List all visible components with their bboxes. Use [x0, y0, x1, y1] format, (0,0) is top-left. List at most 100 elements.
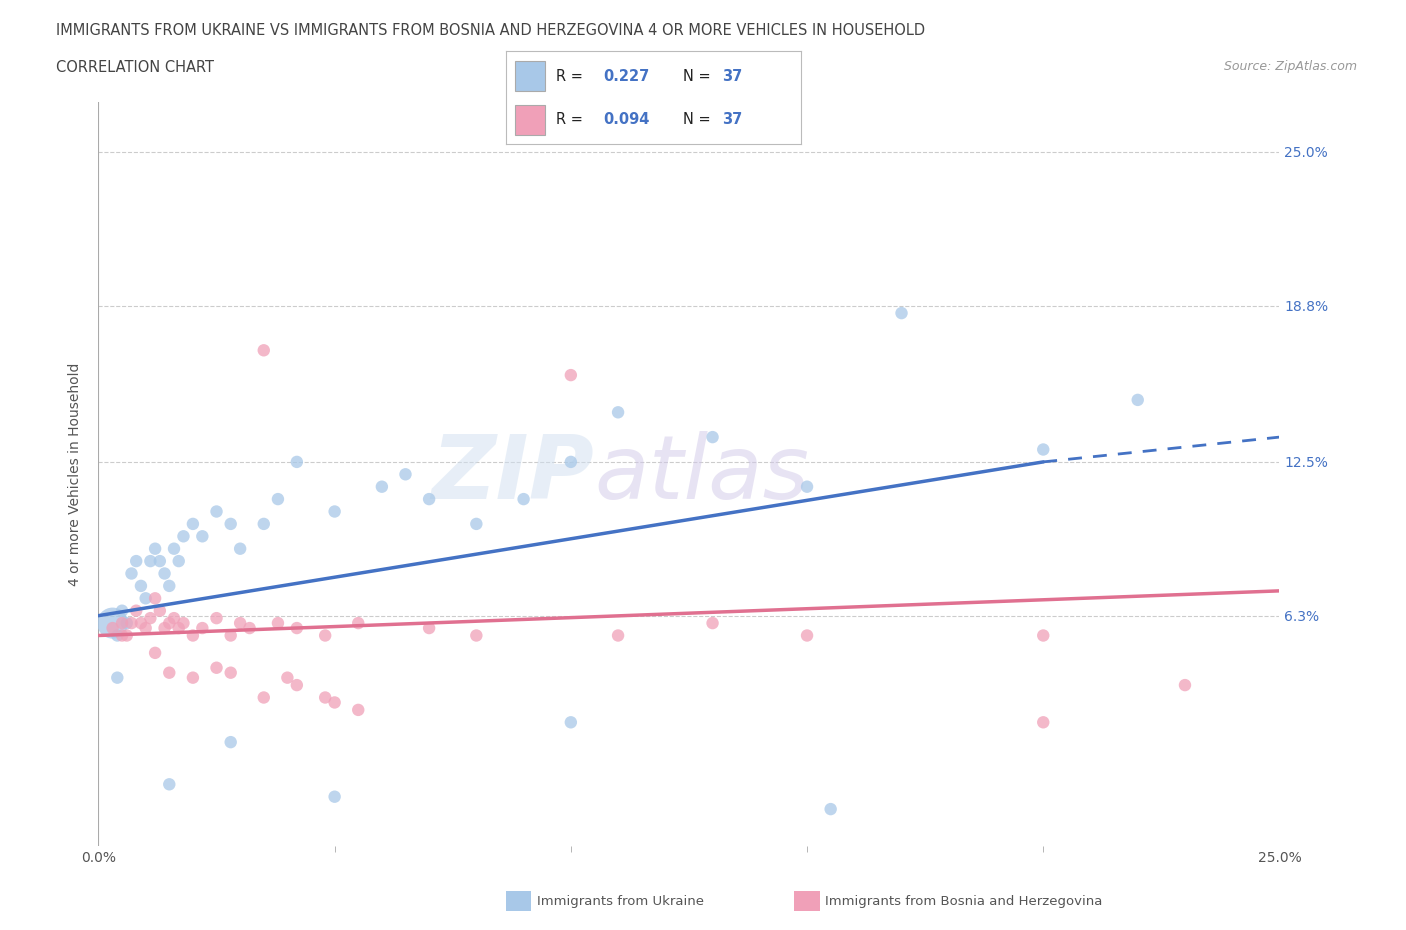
Point: [129, 578, 152, 593]
Point: [418, 620, 440, 635]
Point: [323, 695, 346, 710]
Point: [143, 645, 166, 660]
Point: [820, 802, 842, 817]
Point: [219, 665, 242, 680]
Point: [607, 628, 630, 643]
Point: [121, 566, 143, 581]
Point: [163, 541, 186, 556]
Point: [157, 777, 180, 791]
Point: [702, 616, 724, 631]
Text: CORRELATION CHART: CORRELATION CHART: [56, 60, 214, 75]
Point: [1032, 715, 1054, 730]
Point: [607, 405, 630, 419]
Point: [149, 604, 172, 618]
Point: [181, 628, 204, 643]
Point: [115, 616, 138, 631]
Text: Source: ZipAtlas.com: Source: ZipAtlas.com: [1223, 60, 1357, 73]
Point: [101, 620, 124, 635]
Point: [139, 611, 162, 626]
Point: [181, 516, 204, 531]
Point: [101, 616, 124, 631]
Point: [314, 628, 336, 643]
Point: [157, 578, 180, 593]
Point: [560, 367, 582, 382]
Point: [276, 671, 298, 685]
Point: [191, 620, 214, 635]
Y-axis label: 4 or more Vehicles in Household: 4 or more Vehicles in Household: [69, 363, 83, 586]
Point: [418, 492, 440, 507]
Point: [285, 678, 308, 693]
Point: [111, 628, 134, 643]
Point: [167, 620, 190, 635]
Point: [135, 591, 157, 605]
Point: [149, 553, 172, 568]
Point: [139, 553, 162, 568]
Point: [163, 611, 186, 626]
Point: [153, 566, 176, 581]
Point: [1174, 678, 1197, 693]
Text: Immigrants from Ukraine: Immigrants from Ukraine: [537, 895, 704, 908]
Point: [205, 660, 228, 675]
Point: [890, 306, 912, 321]
Text: N =: N =: [683, 69, 716, 84]
Point: [157, 616, 180, 631]
Point: [465, 516, 488, 531]
Point: [205, 504, 228, 519]
Text: ZIP: ZIP: [432, 431, 595, 518]
Point: [267, 492, 290, 507]
Point: [229, 541, 252, 556]
Point: [702, 430, 724, 445]
Point: [219, 628, 242, 643]
Text: 37: 37: [721, 69, 742, 84]
Point: [135, 620, 157, 635]
Point: [205, 611, 228, 626]
Point: [219, 516, 242, 531]
FancyBboxPatch shape: [515, 105, 544, 135]
Text: 0.227: 0.227: [603, 69, 650, 84]
Point: [153, 620, 176, 635]
Point: [347, 702, 370, 717]
Point: [285, 620, 308, 635]
Point: [172, 616, 194, 631]
Point: [347, 616, 370, 631]
Point: [314, 690, 336, 705]
Point: [105, 628, 128, 643]
Point: [125, 604, 148, 618]
Point: [115, 628, 138, 643]
Point: [121, 616, 143, 631]
Point: [465, 628, 488, 643]
Point: [285, 455, 308, 470]
Text: atlas: atlas: [595, 432, 810, 517]
Point: [111, 604, 134, 618]
Point: [323, 504, 346, 519]
Point: [157, 665, 180, 680]
Point: [394, 467, 416, 482]
Point: [105, 671, 128, 685]
Point: [796, 479, 818, 494]
Point: [125, 553, 148, 568]
Text: 0.094: 0.094: [603, 113, 650, 127]
Point: [267, 616, 290, 631]
FancyBboxPatch shape: [515, 61, 544, 91]
Text: 37: 37: [721, 113, 742, 127]
Point: [143, 591, 166, 605]
Point: [371, 479, 394, 494]
Text: R =: R =: [557, 113, 588, 127]
Point: [253, 343, 276, 358]
Point: [1032, 442, 1054, 457]
Point: [191, 529, 214, 544]
Point: [1126, 392, 1149, 407]
Point: [560, 715, 582, 730]
Point: [111, 616, 134, 631]
Point: [323, 790, 346, 804]
Point: [229, 616, 252, 631]
Point: [172, 529, 194, 544]
Point: [181, 671, 204, 685]
Text: Immigrants from Bosnia and Herzegovina: Immigrants from Bosnia and Herzegovina: [825, 895, 1102, 908]
Point: [560, 455, 582, 470]
Text: N =: N =: [683, 113, 716, 127]
Point: [512, 492, 534, 507]
Point: [219, 735, 242, 750]
Text: IMMIGRANTS FROM UKRAINE VS IMMIGRANTS FROM BOSNIA AND HERZEGOVINA 4 OR MORE VEHI: IMMIGRANTS FROM UKRAINE VS IMMIGRANTS FR…: [56, 23, 925, 38]
Point: [129, 616, 152, 631]
